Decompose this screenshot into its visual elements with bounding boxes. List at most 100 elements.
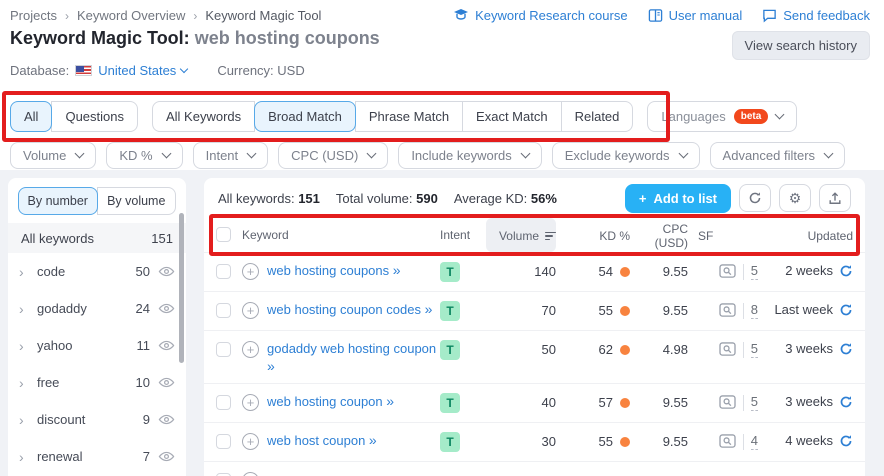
- row-checkbox[interactable]: [216, 264, 231, 279]
- keyword-groups-sidebar: By number By volume All keywords 151 › c…: [8, 178, 186, 476]
- add-keyword-icon[interactable]: +: [242, 472, 259, 476]
- sidebar-all-keywords-row[interactable]: All keywords 151: [8, 223, 186, 253]
- expand-keyword-icon[interactable]: »: [386, 393, 395, 410]
- export-button[interactable]: [819, 184, 851, 212]
- chevron-right-icon: ›: [19, 374, 24, 391]
- sidebar-toggle-tab[interactable]: By volume: [96, 187, 176, 215]
- keyword-group-item[interactable]: › free 10: [8, 364, 186, 401]
- keyword-group-item[interactable]: › godaddy 24: [8, 290, 186, 327]
- sf-count-link[interactable]: 8: [750, 302, 758, 319]
- column-header-updated[interactable]: Updated: [807, 228, 853, 243]
- add-to-list-button[interactable]: + Add to list: [624, 183, 731, 213]
- tab[interactable]: Exact Match: [462, 101, 562, 132]
- expand-keyword-icon[interactable]: »: [424, 301, 433, 317]
- breadcrumb-projects[interactable]: Projects: [10, 8, 57, 23]
- tab[interactable]: Related: [560, 101, 634, 132]
- sidebar-toggle-tab[interactable]: By number: [18, 187, 98, 215]
- tab[interactable]: Phrase Match: [354, 101, 464, 132]
- serp-preview-icon[interactable]: [719, 395, 736, 410]
- add-keyword-icon[interactable]: +: [242, 433, 259, 451]
- table-row-partial[interactable]: +: [204, 461, 865, 476]
- plus-glyph: +: [246, 434, 255, 450]
- filter-dropdown[interactable]: KD %: [106, 142, 183, 169]
- keyword-group-item[interactable]: › discount 9: [8, 401, 186, 438]
- table-row[interactable]: + godaddy web hosting coupon » T 50 62 4…: [204, 330, 865, 383]
- table-row[interactable]: + web hosting coupon codes » T 70 55 9.5…: [204, 291, 865, 330]
- keyword-link[interactable]: web hosting coupons: [267, 263, 390, 278]
- eye-icon[interactable]: [158, 337, 175, 354]
- select-all-checkbox[interactable]: [216, 227, 231, 242]
- column-header-sf[interactable]: SF: [698, 228, 714, 243]
- tab[interactable]: Broad Match: [254, 101, 356, 132]
- keyword-link[interactable]: web hosting coupon codes: [267, 302, 421, 317]
- filter-dropdown[interactable]: Exclude keywords: [551, 142, 700, 169]
- add-keyword-icon[interactable]: +: [242, 302, 259, 319]
- filter-dropdown[interactable]: Include keywords: [398, 142, 542, 169]
- keyword-group-item[interactable]: › renewal 7: [8, 438, 186, 475]
- expand-keyword-icon[interactable]: »: [392, 262, 401, 278]
- expand-keyword-icon[interactable]: »: [267, 358, 275, 375]
- row-checkbox[interactable]: [216, 434, 231, 450]
- column-header-intent[interactable]: Intent: [440, 228, 471, 242]
- refresh-icon[interactable]: [839, 264, 853, 278]
- refresh-icon[interactable]: [839, 395, 853, 409]
- send-feedback-link[interactable]: Send feedback: [762, 8, 870, 23]
- row-checkbox[interactable]: [216, 395, 231, 411]
- add-keyword-icon[interactable]: +: [242, 394, 259, 412]
- sf-count-link[interactable]: 5: [750, 394, 758, 412]
- keyword-group-item[interactable]: › code 50: [8, 253, 186, 290]
- table-row[interactable]: + web hosting coupons » T 140 54 9.55 5 …: [204, 252, 865, 291]
- keyword-link[interactable]: godaddy web hosting coupon: [267, 341, 437, 356]
- filter-dropdown[interactable]: Intent: [192, 142, 269, 169]
- refresh-icon[interactable]: [839, 342, 853, 356]
- column-header-keyword[interactable]: Keyword: [242, 228, 289, 242]
- eye-icon[interactable]: [158, 300, 175, 317]
- serp-preview-icon[interactable]: [719, 264, 736, 279]
- languages-dropdown[interactable]: Languages beta: [647, 101, 798, 132]
- keyword-link[interactable]: web hosting coupon: [267, 394, 383, 410]
- serp-preview-icon[interactable]: [719, 342, 736, 357]
- filter-dropdown[interactable]: Volume: [10, 142, 97, 169]
- table-row[interactable]: + web hosting coupon » T 40 57 9.55 5 3 …: [204, 383, 865, 422]
- tab[interactable]: All Keywords: [152, 101, 256, 132]
- sf-count-link[interactable]: 4: [750, 433, 758, 451]
- group-count: 24: [135, 301, 150, 316]
- keyword-group-item[interactable]: › yahoo 11: [8, 327, 186, 364]
- eye-icon[interactable]: [158, 411, 175, 428]
- column-header-volume[interactable]: Volume: [486, 218, 556, 252]
- refresh-icon[interactable]: [839, 303, 853, 317]
- row-checkbox[interactable]: [216, 342, 231, 357]
- sf-count-link[interactable]: 5: [750, 263, 758, 280]
- settings-button[interactable]: ⚙: [779, 184, 811, 212]
- intent-badge: T: [440, 393, 460, 414]
- serp-preview-icon[interactable]: [719, 303, 736, 318]
- sidebar-scrollbar[interactable]: [179, 213, 184, 363]
- refresh-icon[interactable]: [839, 434, 853, 448]
- keyword-research-course-link[interactable]: Keyword Research course: [453, 7, 628, 23]
- tab[interactable]: All: [10, 101, 53, 132]
- view-search-history-button[interactable]: View search history: [731, 31, 870, 60]
- plus-glyph: +: [246, 264, 255, 279]
- expand-keyword-icon[interactable]: »: [368, 432, 377, 449]
- sf-count-link[interactable]: 5: [750, 341, 758, 358]
- keyword-link[interactable]: web host coupon: [267, 433, 366, 449]
- database-selector[interactable]: United States: [98, 63, 189, 78]
- refresh-button[interactable]: [739, 184, 771, 212]
- eye-icon[interactable]: [158, 263, 175, 280]
- user-manual-link[interactable]: User manual: [648, 8, 742, 23]
- filter-dropdown[interactable]: CPC (USD): [278, 142, 389, 169]
- row-checkbox[interactable]: [216, 303, 231, 318]
- table-row[interactable]: + web host coupon » T 30 55 9.55 4 4 wee…: [204, 422, 865, 461]
- add-keyword-icon[interactable]: +: [242, 341, 259, 358]
- tab[interactable]: Questions: [51, 101, 138, 132]
- eye-icon[interactable]: [158, 374, 175, 391]
- row-checkbox[interactable]: [216, 473, 231, 476]
- serp-preview-icon[interactable]: [719, 434, 736, 449]
- column-header-cpc[interactable]: CPC (USD): [654, 222, 688, 250]
- filter-dropdown[interactable]: Advanced filters: [709, 142, 846, 169]
- column-header-kd[interactable]: KD %: [599, 229, 630, 243]
- database-label: Database:: [10, 63, 70, 78]
- eye-icon[interactable]: [158, 448, 175, 465]
- add-keyword-icon[interactable]: +: [242, 263, 259, 280]
- breadcrumb-keyword-overview[interactable]: Keyword Overview: [76, 8, 186, 23]
